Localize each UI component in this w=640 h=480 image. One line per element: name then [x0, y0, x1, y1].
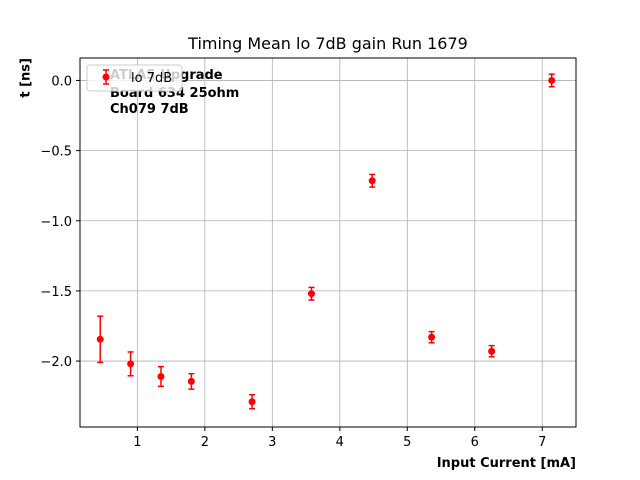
legend-box — [86, 64, 183, 92]
legend-label: lo 7dB — [131, 71, 172, 86]
y-tick-label: −0.5 — [40, 145, 72, 160]
x-tick-label: 2 — [201, 435, 209, 450]
x-tick-label: 3 — [268, 435, 276, 450]
legend-marker-icon — [102, 73, 110, 81]
y-tick-label: −1.5 — [40, 285, 72, 300]
annotation-line-3: Ch079 7dB — [110, 102, 189, 117]
data-marker — [248, 398, 256, 406]
data-marker — [368, 177, 376, 185]
data-point — [248, 393, 256, 410]
legend: lo 7dB — [86, 64, 183, 92]
data-marker — [96, 335, 104, 343]
data-marker — [157, 372, 165, 380]
x-tick-label: 6 — [471, 435, 479, 450]
x-tick-label: 4 — [336, 435, 344, 450]
data-point — [548, 73, 556, 88]
x-axis-label: Input Current [mA] — [437, 456, 576, 471]
data-marker — [428, 333, 436, 341]
data-point — [157, 365, 165, 388]
y-axis-label: t [ns] — [19, 58, 34, 98]
data-point — [428, 330, 436, 344]
x-tick-label: 7 — [538, 435, 546, 450]
data-point — [488, 344, 496, 358]
y-tick-label: 0.0 — [51, 74, 72, 89]
data-point — [127, 351, 135, 377]
data-marker — [488, 347, 496, 355]
grid-layer — [80, 58, 576, 427]
x-tick-label: 5 — [403, 435, 411, 450]
data-point — [368, 173, 376, 188]
y-tick-label: −2.0 — [40, 355, 72, 370]
x-tick-label: 1 — [133, 435, 141, 450]
data-marker — [127, 360, 135, 368]
data-point — [96, 315, 104, 364]
data-point — [187, 372, 195, 390]
chart-title: Timing Mean lo 7dB gain Run 1679 — [187, 34, 468, 53]
data-point — [307, 286, 315, 301]
data-marker — [307, 290, 315, 298]
y-tick-label: −1.0 — [40, 215, 72, 230]
plot-area-frame — [79, 57, 577, 428]
tick-layer: 1 2 3 4 5 6 7 0.0 −0.5 −1.0 −1.5 −2.0 — [40, 74, 546, 450]
data-layer — [96, 73, 556, 410]
data-marker — [187, 377, 195, 385]
data-marker — [548, 76, 556, 84]
